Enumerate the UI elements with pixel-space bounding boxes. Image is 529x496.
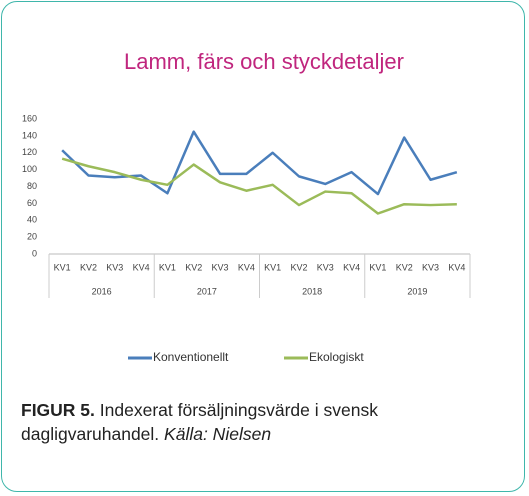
series-line	[61, 157, 457, 215]
series-line	[61, 130, 458, 196]
y-tick-label: 40	[27, 215, 37, 225]
caption-source: Källa: Nielsen	[164, 424, 272, 444]
legend-label: Ekologiskt	[309, 350, 364, 364]
group-label: 2019	[407, 286, 427, 296]
y-tick-label: 120	[22, 147, 37, 157]
x-tick-label: KV4	[238, 262, 255, 272]
x-tick-label: KV1	[159, 262, 176, 272]
x-tick-label: KV3	[422, 262, 439, 272]
group-label: 2017	[197, 286, 217, 296]
group-label: 2018	[302, 286, 322, 296]
x-tick-label: KV4	[448, 262, 465, 272]
x-tick-label: KV2	[396, 262, 413, 272]
y-tick-label: 80	[27, 181, 37, 191]
x-tick-label: KV2	[80, 262, 97, 272]
x-tick-label: KV1	[264, 262, 281, 272]
y-tick-label: 160	[22, 113, 37, 123]
x-tick-label: KV4	[343, 262, 360, 272]
caption: FIGUR 5. Indexerat försäljningsvärde i s…	[21, 398, 501, 446]
x-tick-label: KV3	[317, 262, 334, 272]
legend-label: Konventionellt	[153, 350, 229, 364]
y-tick-label: 20	[27, 232, 37, 242]
x-tick-label: KV3	[106, 262, 123, 272]
x-tick-label: KV2	[290, 262, 307, 272]
x-tick-label: KV4	[133, 262, 150, 272]
x-tick-label: KV3	[212, 262, 229, 272]
y-tick-label: 60	[27, 198, 37, 208]
caption-label: FIGUR 5.	[21, 400, 95, 420]
x-tick-label: KV2	[185, 262, 202, 272]
x-tick-label: KV1	[54, 262, 71, 272]
x-tick-label: KV1	[369, 262, 386, 272]
y-tick-label: 140	[22, 130, 37, 140]
group-label: 2016	[92, 286, 112, 296]
y-tick-label: 0	[32, 248, 37, 258]
y-tick-label: 100	[22, 164, 37, 174]
chart-title: Lamm, färs och styckdetaljer	[124, 49, 404, 74]
caption-text: Indexerat försäljningsvärde i svensk dag…	[21, 400, 378, 444]
